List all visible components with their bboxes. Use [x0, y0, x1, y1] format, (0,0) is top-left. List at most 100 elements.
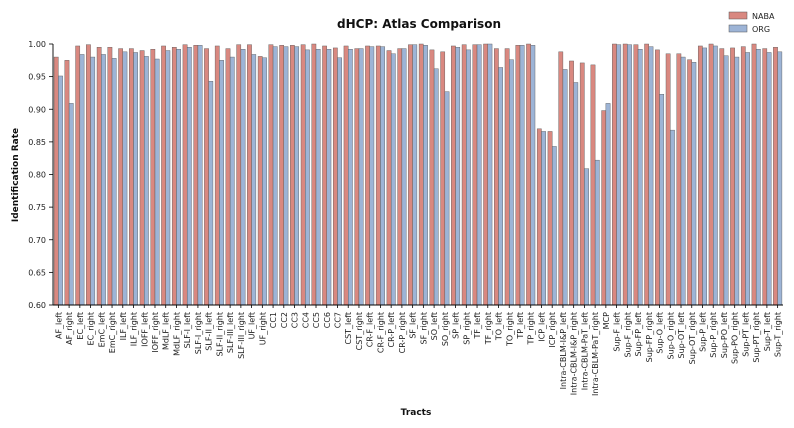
x-tick-label: CR-F_right: [376, 312, 385, 353]
x-tick-label: SF_right: [419, 312, 428, 344]
bar-org-cc4: [305, 49, 310, 306]
bar-org-icp-left: [541, 131, 546, 306]
bar-naba-to-right: [504, 48, 510, 306]
x-tick-label: SP_left: [452, 312, 461, 339]
x-tick-label: TF_right: [484, 312, 493, 345]
x-tick-label: CC5: [312, 312, 321, 328]
x-tick-label: Sup-FP_right: [645, 312, 654, 362]
x-tick-label: CR-P_right: [398, 312, 407, 353]
bar-org-cc2: [283, 46, 289, 306]
bar-naba-tf-right: [483, 43, 488, 306]
bar-org-ec-left: [79, 54, 85, 306]
bar-org-intra-cblm-pat-right: [594, 159, 600, 306]
bar-naba-sup-fp-right: [644, 43, 650, 306]
y-tick-label: 1.00: [28, 40, 46, 49]
x-tick-label: SO_left: [430, 312, 439, 340]
x-tick-label: Sup-O_right: [666, 312, 675, 359]
bar-naba-cr-f-left: [365, 45, 370, 306]
x-tick-label: Sup-T_left: [763, 312, 772, 351]
x-tick-label: Sup-F_left: [613, 312, 622, 352]
bar-naba-ec-left: [75, 45, 81, 306]
x-tick-label: CR-F_left: [366, 312, 375, 347]
x-tick-label: MCP: [602, 312, 611, 329]
x-tick-label: EC_left: [76, 312, 85, 340]
bar-naba-ilf-right: [129, 48, 134, 306]
bar-naba-sup-o-right: [665, 53, 671, 306]
bar-naba-intra-cblm-i-p-right: [569, 60, 574, 306]
x-tick-label: Sup-P_right: [709, 312, 718, 358]
x-tick-label: IOFF_right: [151, 312, 160, 353]
bar-org-ilf-right: [133, 52, 138, 306]
bar-org-tp-left: [519, 45, 525, 306]
y-tick-label: 0.60: [28, 301, 46, 310]
x-tick-label: AF_right: [65, 312, 74, 345]
bar-org-tf-right: [487, 43, 493, 306]
bar-org-sp-left: [455, 47, 461, 306]
bar-naba-sf-right: [418, 43, 424, 306]
x-tick-label: SF_left: [409, 312, 418, 339]
x-tick-label: Intra-CBLM-I&P_left: [559, 312, 568, 389]
bar-naba-intra-cblm-pat-right: [590, 64, 596, 306]
bar-org-mcp: [605, 103, 611, 306]
bars-group: [53, 43, 783, 306]
bar-naba-tp-left: [515, 45, 521, 306]
y-tick-label: 0.95: [28, 73, 46, 82]
bar-naba-sp-right: [461, 44, 467, 306]
bar-naba-emc-right: [107, 47, 113, 306]
x-tick-label: MdLF_left: [162, 312, 171, 350]
x-tick-label: CC4: [301, 312, 310, 328]
x-tick-label: IOFF_left: [140, 312, 149, 347]
x-tick-label: EmC_left: [97, 312, 106, 347]
bar-naba-sup-p-right: [708, 43, 714, 306]
bar-org-icp-right: [551, 146, 557, 306]
x-tick-label: EC_right: [87, 312, 96, 345]
bar-naba-to-left: [494, 48, 499, 306]
x-tick-label: Sup-OT_left: [677, 312, 686, 358]
x-tick-label: Sup-PT_right: [752, 312, 761, 363]
bar-org-to-right: [509, 59, 514, 306]
bar-naba-sup-po-left: [719, 48, 725, 306]
x-tick-label: SP_right: [462, 312, 471, 345]
bar-naba-uf-right: [257, 56, 263, 306]
x-tick-label: SLF-I_right: [194, 312, 203, 354]
x-tick-label: ILF_right: [130, 312, 139, 346]
bar-org-cst-left: [348, 49, 353, 306]
legend-swatch-naba: [728, 11, 748, 20]
bar-org-mdlf-left: [165, 50, 171, 306]
bar-org-sf-right: [423, 45, 428, 306]
bar-org-intra-cblm-i-p-right: [573, 82, 579, 306]
x-tick-label: CR-P_left: [387, 312, 396, 348]
bar-org-af-right: [68, 103, 74, 306]
legend: NABA ORG: [728, 11, 775, 34]
bar-naba-af-right: [64, 60, 70, 306]
bar-naba-sup-ot-left: [676, 53, 682, 306]
x-tick-label: SLF-III_left: [226, 312, 235, 353]
bar-org-cc5: [315, 49, 321, 306]
bar-naba-mcp: [601, 110, 607, 306]
bar-org-af-left: [58, 75, 63, 306]
bar-naba-cr-f-right: [375, 45, 381, 306]
bar-org-sup-p-left: [702, 47, 707, 306]
x-tick-label: Intra-CBLM-PaT_right: [591, 312, 600, 396]
legend-label-org: ORG: [752, 25, 770, 34]
bar-naba-so-left: [429, 49, 435, 306]
bar-naba-mdlf-right: [171, 47, 177, 306]
axes: [52, 44, 783, 306]
bar-org-cc7: [337, 57, 342, 306]
bar-org-cst-right: [358, 48, 364, 306]
bar-naba-ioff-left: [139, 50, 145, 306]
bar-naba-cc6: [322, 45, 327, 306]
y-tick-label: 0.90: [28, 105, 46, 114]
bar-org-emc-right: [111, 58, 117, 306]
bar-naba-cc7: [332, 47, 338, 306]
x-tick-label: TP_left: [516, 312, 525, 340]
x-tick-label: UF_left: [248, 312, 257, 339]
x-tick-label: CC7: [333, 312, 342, 328]
bar-naba-icp-right: [547, 131, 553, 306]
bar-org-sf-left: [412, 44, 418, 306]
bar-org-emc-left: [101, 54, 106, 306]
bar-naba-sup-ot-right: [687, 59, 692, 306]
bar-org-tp-right: [530, 45, 536, 306]
bar-naba-sup-f-right: [622, 43, 628, 306]
